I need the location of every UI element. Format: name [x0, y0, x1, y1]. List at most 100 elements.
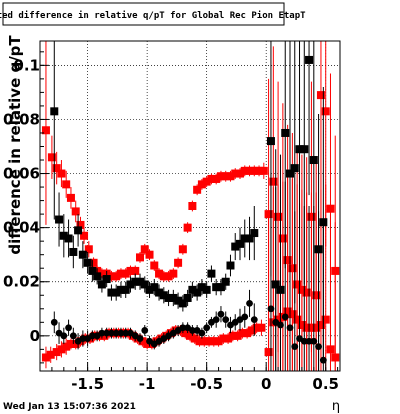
- data-point: [307, 323, 316, 332]
- y-tick-label: 0.1: [13, 56, 40, 74]
- data-point: [281, 313, 289, 321]
- data-point: [164, 293, 173, 302]
- data-point: [108, 329, 115, 337]
- data-point: [50, 107, 59, 116]
- data-point: [179, 324, 187, 332]
- data-point: [138, 337, 147, 346]
- data-point: [228, 331, 237, 340]
- data-point: [207, 174, 216, 183]
- y-tick-label: 0.06: [3, 165, 40, 183]
- data-point: [267, 305, 275, 313]
- data-point: [107, 288, 116, 297]
- x-tick-label: -0.5: [190, 375, 223, 393]
- data-point: [321, 107, 330, 116]
- data-point: [207, 269, 216, 278]
- data-point: [188, 202, 197, 210]
- data-point: [222, 316, 230, 324]
- data-point: [209, 337, 218, 346]
- data-point: [102, 275, 111, 284]
- data-point: [74, 226, 83, 235]
- data-point: [88, 266, 97, 275]
- data-point: [117, 329, 125, 337]
- data-point: [316, 321, 325, 330]
- data-point: [297, 321, 306, 330]
- y-tick-label: 0.02: [3, 273, 40, 291]
- x-axis-label: η: [332, 399, 340, 414]
- data-point: [212, 316, 220, 324]
- data-point: [181, 329, 190, 338]
- data-point: [224, 334, 233, 343]
- data-point: [47, 153, 56, 162]
- data-point: [131, 266, 140, 275]
- data-point: [97, 280, 106, 289]
- y-tick-label: 0: [30, 327, 40, 345]
- data-point: [286, 169, 294, 178]
- data-point: [221, 277, 230, 286]
- data-point: [178, 299, 187, 308]
- axes: -1.5 -1 -0.5 0 0.5 0 0.02 0.04 0.06 0.08 0.1: [3, 51, 339, 393]
- data-point: [302, 323, 311, 332]
- data-point: [122, 329, 130, 337]
- data-point: [300, 145, 309, 154]
- footer-timestamp: Wed Jan 13 15:07:36 2021: [3, 402, 136, 412]
- data-point: [245, 234, 254, 243]
- data-point: [305, 55, 314, 64]
- data-point: [89, 258, 98, 267]
- data-point: [65, 324, 72, 332]
- data-point: [269, 177, 278, 186]
- data-point: [64, 234, 73, 243]
- chart-title: Fitted difference in relative q/pT for G…: [0, 10, 306, 21]
- series-3: [50, 173, 327, 371]
- data-point: [190, 334, 199, 343]
- data-point: [78, 250, 87, 259]
- data-point: [150, 261, 159, 270]
- data-point: [145, 250, 154, 259]
- data-point: [60, 332, 68, 340]
- data-point: [71, 207, 80, 216]
- data-point: [136, 335, 144, 342]
- data-point: [205, 337, 214, 346]
- data-point: [315, 343, 322, 351]
- data-point: [140, 280, 149, 289]
- data-point: [326, 204, 335, 213]
- data-point: [50, 318, 58, 326]
- data-point: [316, 91, 325, 100]
- plot-frame: [39, 40, 341, 372]
- data-point: [57, 169, 66, 178]
- data-point: [126, 266, 135, 275]
- data-point: [250, 316, 258, 324]
- data-point: [293, 315, 302, 324]
- data-point: [300, 337, 308, 345]
- data-point: [195, 337, 204, 346]
- data-point: [319, 218, 328, 227]
- data-point: [79, 335, 87, 342]
- data-point: [305, 337, 313, 345]
- data-point: [193, 185, 202, 194]
- data-point: [216, 172, 225, 181]
- data-point: [264, 210, 273, 219]
- data-point: [69, 247, 78, 256]
- data-point: [84, 245, 93, 254]
- data-point: [216, 283, 225, 292]
- data-point: [217, 310, 225, 318]
- data-point: [150, 283, 159, 292]
- data-point: [66, 193, 75, 202]
- data-point: [288, 310, 297, 319]
- data-point: [169, 269, 178, 278]
- data-point: [62, 342, 71, 351]
- data-point: [69, 332, 77, 340]
- y-tick-label: 0.08: [3, 110, 40, 128]
- data-point: [326, 345, 335, 354]
- data-point: [202, 285, 211, 294]
- y-tick-label: 0.04: [3, 219, 40, 237]
- data-point: [80, 231, 89, 240]
- data-point: [88, 332, 96, 340]
- data-point: [274, 315, 283, 324]
- data-point: [197, 180, 206, 189]
- data-point: [112, 329, 120, 337]
- data-point: [257, 323, 266, 332]
- data-point: [155, 288, 164, 297]
- data-point: [97, 269, 106, 278]
- x-tick-label: -1: [139, 375, 156, 393]
